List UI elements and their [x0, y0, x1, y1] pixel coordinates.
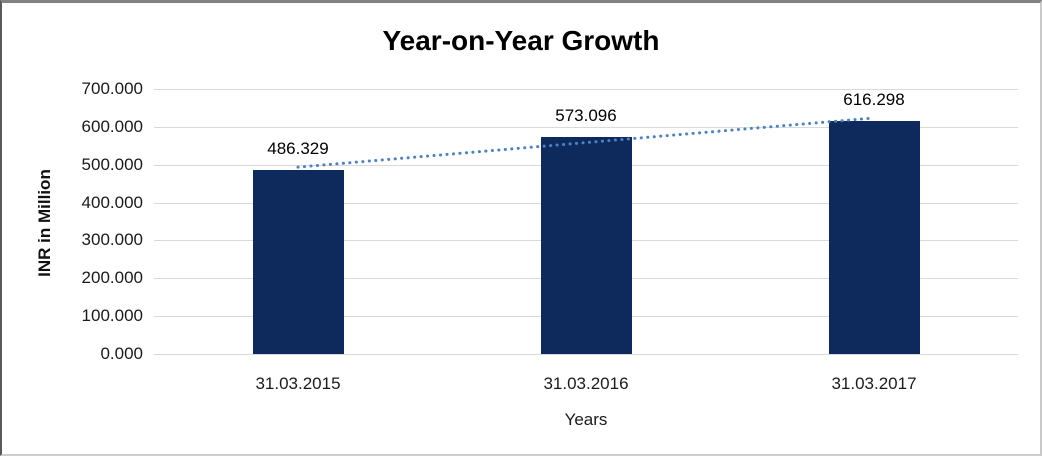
y-tick-label: 400.000: [81, 192, 143, 212]
bar-value-label: 486.329: [267, 138, 329, 158]
y-tick-label: 700.000: [81, 79, 143, 98]
y-tick-label: 0.000: [100, 344, 143, 363]
y-axis-title: INR in Million: [35, 169, 54, 277]
bar-value-label: 616.298: [843, 89, 905, 109]
x-tick-label: 31.03.2016: [543, 374, 629, 393]
plot-area: 486.329 573.096 616.298: [154, 89, 1018, 355]
y-tick-label: 600.000: [81, 116, 143, 136]
y-tick-label: 500.000: [81, 154, 143, 174]
y-tick-label: 200.000: [81, 268, 143, 288]
x-tick-label: 31.03.2017: [831, 374, 917, 393]
x-axis-line: [154, 354, 1018, 355]
gridline: [154, 126, 1018, 128]
chart-title: Year-on-Year Growth: [382, 25, 660, 56]
x-axis-title: Years: [564, 410, 608, 429]
bar-value-label: 573.096: [555, 106, 617, 126]
y-tick-label: 100.000: [81, 306, 143, 326]
gridline: [154, 89, 1018, 90]
x-tick-label: 31.03.2015: [255, 374, 341, 393]
trendline: [296, 116, 876, 169]
bar: [252, 169, 344, 354]
y-tick-label: 300.000: [81, 230, 143, 250]
bar: [828, 120, 920, 354]
bar: [540, 137, 632, 354]
